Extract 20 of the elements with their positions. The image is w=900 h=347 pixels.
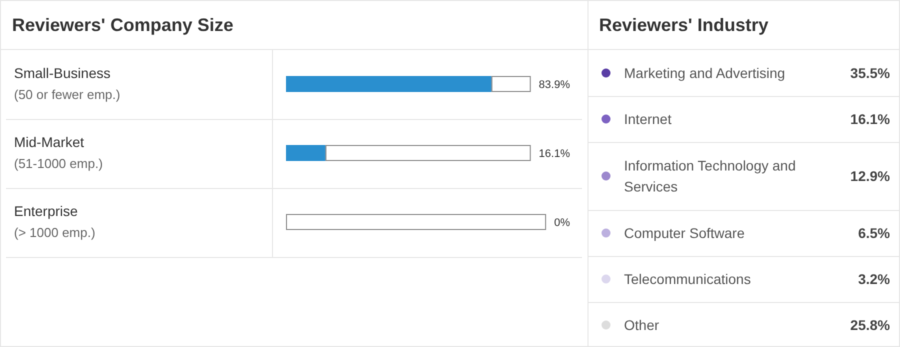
category-label: Marketing and Advertising [624,65,786,81]
data-label: 83.9% [538,79,570,91]
data-label: 16.1% [850,111,891,127]
category-label: Other [624,317,660,333]
data-label: 16.1% [538,148,570,160]
data-label: 25.8% [850,317,891,333]
text: Reviewers' Company Size [12,15,234,35]
text: Reviewers' Industry [599,15,768,35]
data-label: 0% [554,217,570,229]
category-label: Information Technology and Services [624,158,796,194]
category-label: Enterprise (> 1000 emp.) [14,203,96,240]
category-label: Mid-Market (51-1000 emp.) [14,134,103,171]
category-label: Internet [624,111,672,127]
data-label: 6.5% [858,225,891,241]
category-label: Small-Business (50 or fewer emp.) [14,65,120,102]
data-label: 35.5% [850,65,891,81]
data-label: 3.2% [858,271,891,287]
category-label: Computer Software [624,225,745,241]
category-label: Telecommunications [624,271,751,287]
data-label: 12.9% [850,168,891,184]
